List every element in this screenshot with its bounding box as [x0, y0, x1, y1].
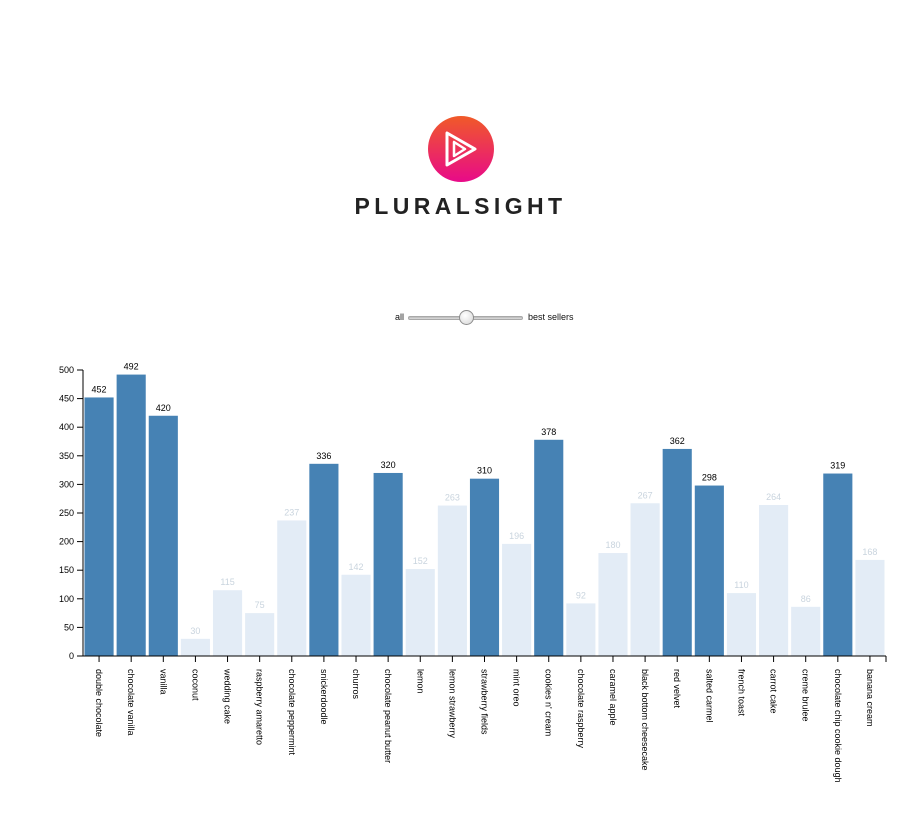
play-triangle-icon — [427, 116, 494, 182]
value-label-wedding-cake: 115 — [220, 577, 234, 587]
y-tick-label: 150 — [59, 565, 74, 575]
brand-name: PLURALSIGHT — [354, 193, 567, 219]
value-label-chocolate-peanut-butter: 320 — [381, 460, 396, 470]
value-label-chocolate-vanilla: 492 — [124, 362, 139, 372]
bar-banana-cream — [855, 559, 885, 656]
bar-double-chocolate — [84, 397, 114, 656]
category-label-chocolate-vanilla: chocolate vanilla — [126, 669, 136, 736]
category-label-black-bottom-cheesecake: black bottom cheesecake — [640, 669, 650, 771]
value-label-chocolate-chip-cookie-dough: 319 — [830, 461, 845, 471]
bar-black-bottom-cheesecake — [630, 503, 660, 656]
value-label-black-bottom-cheesecake: 267 — [638, 490, 653, 500]
bar-chocolate-peanut-butter — [373, 472, 403, 656]
value-label-red-velvet: 362 — [670, 436, 685, 446]
bar-wedding-cake — [212, 590, 243, 656]
bar-carrot-cake — [759, 504, 789, 656]
y-tick-label: 250 — [59, 508, 74, 518]
category-label-raspberry-amaretto: raspberry amaretto — [255, 669, 265, 745]
bar-creme-brulee — [791, 606, 821, 656]
category-label-coconut: coconut — [190, 669, 200, 701]
category-label-snickerdoodle: snickerdoodle — [319, 669, 329, 725]
category-label-carrot-cake: carrot cake — [769, 669, 779, 714]
y-tick-label: 350 — [59, 451, 74, 461]
y-tick-label: 0 — [69, 651, 74, 661]
category-label-red-velvet: red velvet — [672, 669, 682, 709]
bar-french-toast — [726, 593, 757, 656]
bar-chocolate-vanilla — [116, 374, 146, 656]
value-label-snickerdoodle: 336 — [316, 451, 331, 461]
value-label-vanilla: 420 — [156, 403, 171, 413]
value-label-salted-carmel: 298 — [702, 473, 717, 483]
category-label-chocolate-peanut-butter: chocolate peanut butter — [383, 669, 393, 763]
value-label-cookies-n-cream: 378 — [541, 427, 556, 437]
value-label-lemon-strawberry: 263 — [445, 493, 460, 503]
category-label-caramel-apple: caramel apple — [608, 669, 618, 726]
y-tick-label: 450 — [59, 394, 74, 404]
category-label-mint-oreo: mint oreo — [512, 669, 522, 707]
value-label-creme-brulee: 86 — [801, 594, 811, 604]
value-label-strawberry-fields: 310 — [477, 466, 492, 476]
category-label-banana-cream: banana cream — [865, 669, 875, 727]
bar-raspberry-amaretto — [245, 613, 275, 656]
category-label-lemon: lemon — [415, 669, 425, 694]
bar-cookies-n-cream — [534, 439, 564, 656]
bar-snickerdoodle — [309, 463, 339, 656]
filter-slider-thumb[interactable] — [459, 310, 474, 325]
value-label-carrot-cake: 264 — [766, 492, 781, 502]
category-label-creme-brulee: creme brulee — [801, 669, 811, 722]
filter-label-best-sellers: best sellers — [528, 312, 574, 322]
y-tick-label: 500 — [59, 365, 74, 375]
value-label-chocolate-raspberry: 92 — [576, 590, 586, 600]
category-label-salted-carmel: salted carmel — [704, 669, 714, 723]
bar-coconut — [180, 638, 210, 656]
category-label-lemon-strawberry: lemon strawberry — [447, 669, 457, 739]
bestseller-filter: all best sellers — [0, 310, 921, 326]
value-label-chocolate-peppermint: 237 — [284, 507, 299, 517]
y-tick-label: 400 — [59, 422, 74, 432]
category-label-vanilla: vanilla — [158, 669, 168, 695]
bar-red-velvet — [662, 448, 692, 656]
category-label-chocolate-raspberry: chocolate raspberry — [576, 669, 586, 749]
y-tick-label: 300 — [59, 479, 74, 489]
value-label-churros: 142 — [349, 562, 364, 572]
value-label-banana-cream: 168 — [862, 547, 877, 557]
category-label-wedding-cake: wedding cake — [223, 668, 233, 724]
bar-vanilla — [148, 415, 178, 656]
value-label-mint-oreo: 196 — [509, 531, 524, 541]
value-label-caramel-apple: 180 — [605, 540, 620, 550]
bar-lemon — [405, 569, 435, 656]
category-label-chocolate-peppermint: chocolate peppermint — [287, 669, 297, 756]
bar-chocolate-raspberry — [566, 603, 596, 656]
bar-caramel-apple — [598, 553, 628, 656]
bar-mint-oreo — [502, 543, 532, 656]
bar-chocolate-peppermint — [277, 520, 307, 656]
value-label-french-toast: 110 — [734, 580, 748, 590]
value-label-raspberry-amaretto: 75 — [255, 600, 265, 610]
category-label-cookies-n-cream: cookies n' cream — [544, 669, 554, 736]
bar-chocolate-chip-cookie-dough — [823, 473, 853, 656]
y-tick-label: 50 — [64, 622, 74, 632]
bar-salted-carmel — [694, 485, 724, 656]
brand-logo: PLURALSIGHT — [0, 115, 921, 220]
filter-label-all: all — [395, 312, 405, 322]
bar-churros — [341, 574, 371, 656]
category-label-french-toast: french toast — [736, 669, 746, 717]
category-label-churros: churros — [351, 669, 361, 700]
category-label-strawberry-fields: strawberry fields — [480, 669, 490, 735]
y-tick-label: 100 — [59, 594, 74, 604]
value-label-double-chocolate: 452 — [92, 384, 107, 394]
bar-strawberry-fields — [469, 478, 500, 656]
bar-lemon-strawberry — [437, 505, 467, 656]
y-tick-label: 200 — [59, 537, 74, 547]
category-label-chocolate-chip-cookie-dough: chocolate chip cookie dough — [833, 669, 843, 783]
value-label-lemon: 152 — [413, 556, 428, 566]
category-label-double-chocolate: double chocolate — [94, 669, 104, 737]
value-label-coconut: 30 — [190, 626, 200, 636]
